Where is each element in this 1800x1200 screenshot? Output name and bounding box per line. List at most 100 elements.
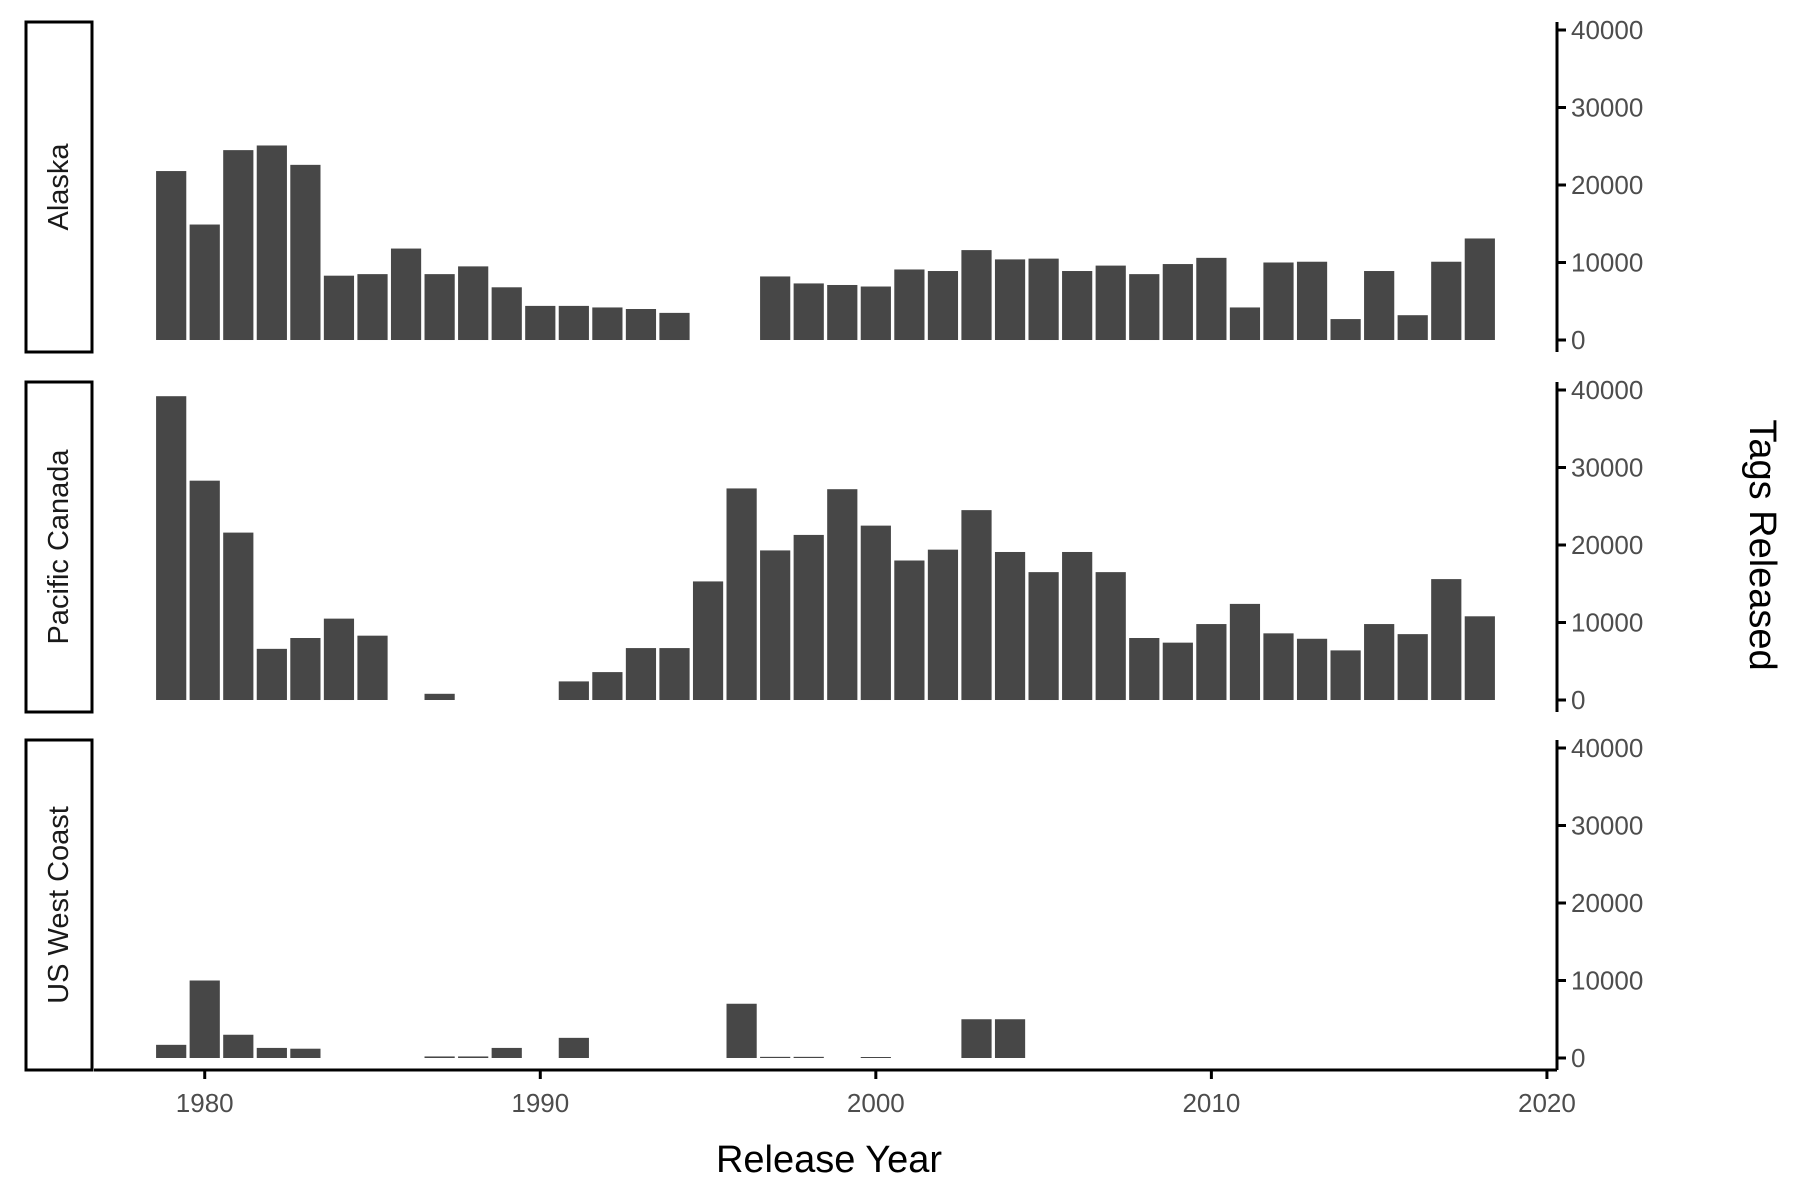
- bar: [760, 1056, 791, 1058]
- strip-label: Alaska: [43, 143, 75, 231]
- bar: [994, 1019, 1026, 1058]
- bar: [726, 488, 757, 700]
- strip-label: US West Coast: [43, 806, 75, 1004]
- bar: [994, 551, 1026, 700]
- y-tick-label: 0: [1571, 325, 1585, 355]
- bar: [659, 648, 690, 700]
- bar: [458, 1056, 489, 1058]
- bar: [592, 307, 623, 340]
- y-tick-label: 40000: [1571, 15, 1643, 45]
- bar: [592, 672, 623, 700]
- y-tick-label: 10000: [1571, 248, 1643, 278]
- bar: [1431, 579, 1462, 700]
- bar: [1397, 315, 1428, 340]
- bar: [1229, 603, 1261, 700]
- bar: [189, 980, 220, 1058]
- bar: [625, 309, 657, 340]
- bar: [424, 693, 455, 700]
- bar: [1229, 307, 1261, 340]
- bar: [424, 274, 455, 341]
- y-tick-label: 10000: [1571, 608, 1643, 638]
- bar: [256, 648, 287, 700]
- bar: [156, 171, 187, 340]
- bar: [256, 145, 287, 340]
- x-tick-label: 2020: [1518, 1088, 1576, 1118]
- strip-box: [24, 20, 94, 354]
- bar: [1330, 319, 1361, 340]
- strip-box: [24, 380, 94, 714]
- y-tick-label: 20000: [1571, 170, 1643, 200]
- bar: [1062, 551, 1093, 700]
- bar: [1263, 633, 1294, 700]
- bar: [1296, 261, 1328, 340]
- y-tick-label: 30000: [1571, 811, 1643, 841]
- bar: [156, 1044, 187, 1058]
- bar: [558, 681, 589, 700]
- bar: [558, 305, 589, 340]
- x-tick-label: 1990: [511, 1088, 569, 1118]
- bar: [961, 1019, 992, 1058]
- bar: [323, 275, 355, 340]
- bar: [1095, 265, 1126, 340]
- bar: [894, 269, 925, 340]
- strip-label: Pacific Canada: [43, 449, 75, 645]
- bar: [793, 283, 824, 340]
- bar: [223, 1034, 254, 1058]
- bar: [390, 248, 422, 340]
- bar: [424, 1056, 455, 1058]
- bar: [860, 525, 891, 701]
- bar: [894, 560, 925, 700]
- bar: [726, 1003, 757, 1058]
- x-tick-label: 1980: [176, 1088, 234, 1118]
- y-tick-label: 0: [1571, 685, 1585, 715]
- bar: [1095, 572, 1126, 701]
- bar: [223, 150, 254, 341]
- bar: [1464, 616, 1495, 700]
- bar: [961, 250, 992, 340]
- bar: [156, 396, 187, 700]
- bar: [290, 638, 321, 700]
- bar: [1330, 650, 1361, 700]
- y-tick-label: 30000: [1571, 453, 1643, 483]
- x-axis-title: Release Year: [716, 1139, 942, 1181]
- x-tick-label: 2010: [1182, 1088, 1240, 1118]
- bar: [223, 532, 254, 700]
- strip-box: [24, 738, 94, 1072]
- bar: [1129, 638, 1160, 700]
- bar: [323, 618, 355, 701]
- bar: [659, 312, 690, 341]
- bar: [994, 259, 1026, 340]
- bar: [793, 1056, 824, 1058]
- bar: [1196, 257, 1227, 340]
- bar: [1028, 258, 1059, 341]
- bar: [1162, 264, 1193, 340]
- bar: [357, 635, 388, 700]
- bar: [827, 489, 858, 700]
- bar: [860, 286, 891, 340]
- bar: [1464, 238, 1495, 340]
- bar: [1129, 274, 1160, 341]
- bar: [256, 1047, 287, 1058]
- y-tick-label: 20000: [1571, 530, 1643, 560]
- bar: [1028, 572, 1059, 701]
- bar: [927, 549, 959, 700]
- y-tick-label: 0: [1571, 1043, 1585, 1073]
- bar: [491, 1047, 522, 1058]
- panel: Alaska 0 10000 20000 30000 40000: [24, 15, 1643, 355]
- bar: [760, 276, 791, 340]
- bar: [189, 224, 220, 340]
- facet-panels: Alaska 0 10000 20000 30000 40000 Pacific Canad…: [24, 15, 1643, 1073]
- bar: [1364, 271, 1395, 340]
- y-tick-label: 30000: [1571, 93, 1643, 123]
- x-tick-label: 2000: [847, 1088, 905, 1118]
- bar: [290, 1048, 321, 1058]
- bar: [1263, 262, 1294, 340]
- bar: [760, 550, 791, 700]
- bar: [491, 287, 522, 340]
- y-tick-label: 20000: [1571, 888, 1643, 918]
- y-axis-title: Tags Released: [1741, 419, 1783, 670]
- bar: [290, 164, 321, 340]
- bar: [961, 510, 992, 701]
- y-tick-label: 40000: [1571, 375, 1643, 405]
- bar: [927, 271, 959, 340]
